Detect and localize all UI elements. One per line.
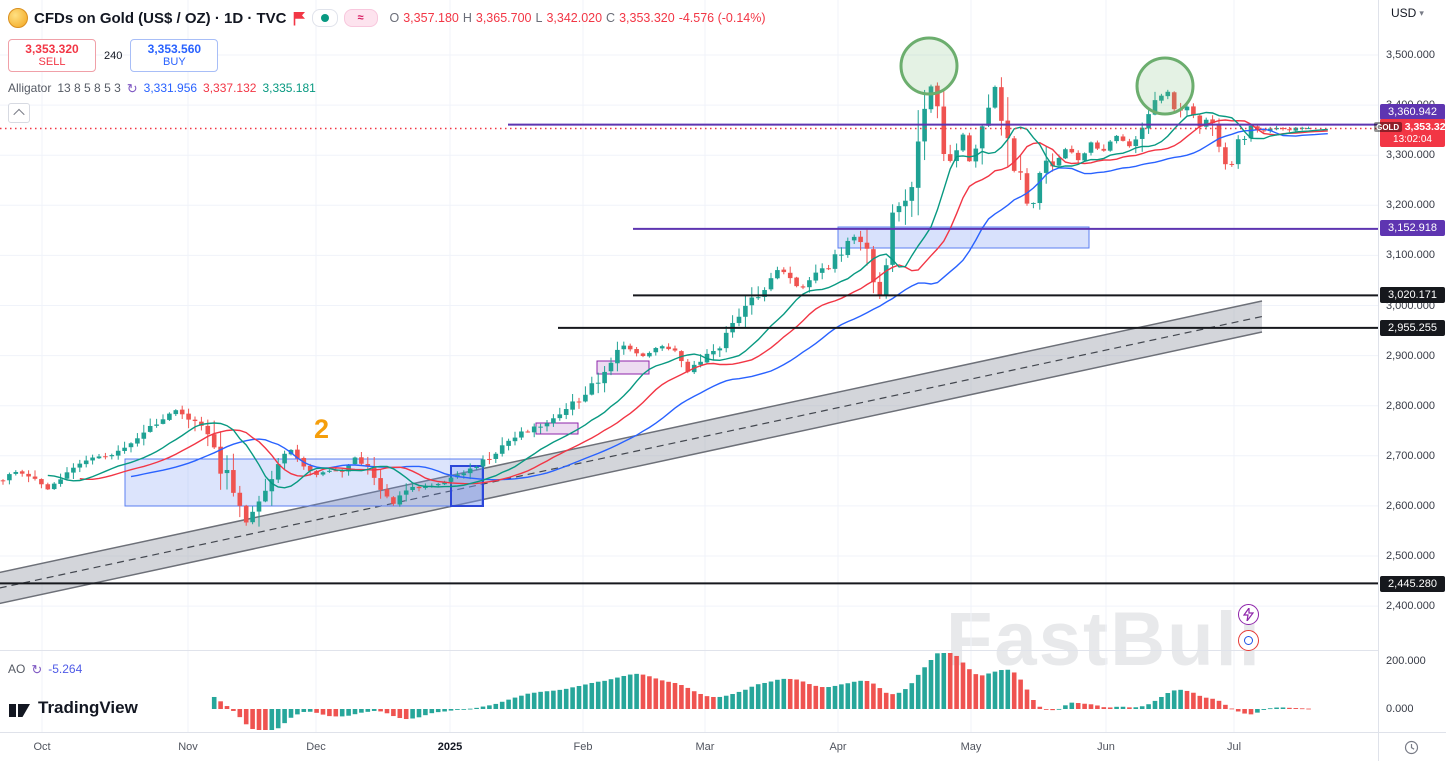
buy-button[interactable]: 3,353.560 BUY: [130, 39, 219, 72]
fastbull-target-icon[interactable]: [1238, 630, 1259, 651]
chart-canvas[interactable]: [0, 0, 1378, 732]
ohlc-values: O 3,357.180 H 3,365.700 L 3,342.020 C 3,353.…: [389, 11, 766, 25]
price-level-badge: 2,445.280: [1380, 576, 1445, 592]
ao-value: -5.264: [48, 662, 83, 676]
target-center-icon: [1244, 636, 1253, 645]
price-level-badge: 2,955.255: [1380, 320, 1445, 336]
time-axis-label: Jun: [1097, 741, 1115, 753]
highlight-circle: [1135, 56, 1195, 116]
price-axis-label: 2,800.000: [1386, 399, 1435, 412]
alligator-name: Alligator: [8, 81, 52, 95]
chevron-up-icon: [13, 108, 25, 121]
alligator-lips-line: [47, 111, 1328, 489]
time-axis-label: Dec: [306, 741, 326, 753]
time-axis-label: May: [960, 741, 982, 753]
gold-coin-icon: [8, 8, 28, 28]
time-axis[interactable]: Oct Nov Dec 2025 Feb Mar Apr May Jun Jul: [0, 732, 1446, 761]
time-axis-label: Oct: [33, 741, 51, 753]
alligator-teeth-value: 3,337.132: [203, 81, 257, 95]
floating-tools: [1238, 604, 1259, 651]
price-axis-label: 2,400.000: [1386, 600, 1435, 613]
price-axis-label: 2,600.000: [1386, 499, 1435, 512]
spread-value: 240: [104, 49, 123, 62]
currency-dropdown[interactable]: USD ▾: [1391, 6, 1424, 20]
symbol-title: CFDs on Gold (US$ / OZ) · 1D · TVC: [34, 9, 287, 27]
legend: CFDs on Gold (US$ / OZ) · 1D · TVC ≈ O 3,…: [8, 6, 766, 123]
alligator-params: 13 8 5 8 5 3: [57, 81, 121, 95]
time-axis-label: Feb: [573, 741, 593, 753]
sync-icon[interactable]: ↻: [31, 661, 43, 677]
ao-histogram: [211, 653, 1311, 730]
time-axis-label: Apr: [829, 741, 847, 753]
teal-dot-icon: [320, 14, 329, 22]
rectangle-zone: [837, 226, 1090, 249]
price-axis-label: 2,700.000: [1386, 449, 1435, 462]
sync-icon[interactable]: ↻: [126, 80, 138, 96]
price-level-badge: 3,152.918: [1380, 220, 1445, 236]
price-axis-label: 2,500.000: [1386, 550, 1435, 562]
bar-countdown: 13:02:04: [1393, 133, 1432, 145]
price-axis-label: 2,900.000: [1386, 349, 1435, 362]
sell-button[interactable]: 3,353.320 SELL: [8, 39, 96, 72]
price-change: -4.576 (-0.14%): [678, 11, 766, 25]
alligator-legend: Alligator 13 8 5 8 5 3 ↻ 3,331.956 3,337…: [8, 81, 766, 95]
ao-legend: AO ↻ -5.264: [8, 662, 82, 676]
indicator-chip-icon[interactable]: [311, 9, 338, 27]
collapse-button[interactable]: [8, 103, 30, 123]
current-price: 3,353.320: [1404, 121, 1446, 133]
alligator-lips-value: 3,335.181: [262, 81, 316, 95]
price-axis-label: 3,200.000: [1386, 199, 1435, 212]
wave-label: 2: [314, 414, 330, 444]
price-axis-label: 3,500.000: [1386, 49, 1435, 61]
flag-icon[interactable]: [293, 11, 306, 26]
highlight-circle: [899, 36, 959, 96]
time-axis-label: Mar: [695, 741, 715, 753]
price-axis-label: 3,100.000: [1386, 249, 1435, 262]
price-axis-label: 3,300.000: [1386, 149, 1435, 162]
ao-axis-label: 200.000: [1386, 655, 1426, 667]
time-axis-label: Nov: [178, 741, 198, 753]
fastbull-watermark: FastBull: [946, 597, 1262, 682]
chart-pane[interactable]: FastBull CFDs on Gold (US$ / OZ) · 1D · …: [0, 0, 1378, 732]
price-axis[interactable]: USD▾ 3,500.0003,400.0003,300.0003,200.00…: [1373, 0, 1446, 732]
time-axis-label: Jul: [1226, 741, 1242, 753]
alligator-jaw-value: 3,331.956: [143, 81, 198, 95]
alligator-teeth-line: [79, 119, 1328, 485]
chevron-down-icon: ▾: [1419, 7, 1424, 18]
symbol-chip: GOLD: [1373, 122, 1402, 132]
trade-panel: 3,353.320 SELL 240 3,353.560 BUY: [8, 39, 766, 72]
timezone-clock-icon[interactable]: [1404, 740, 1419, 760]
wave-indicator-chip-icon[interactable]: ≈: [343, 9, 378, 27]
tradingview-mark-icon: [9, 704, 30, 717]
tradingview-logo[interactable]: TradingView: [8, 696, 138, 720]
ao-axis-label: 0.000: [1386, 703, 1414, 715]
ao-name: AO: [8, 662, 26, 676]
price-level-badge: 3,360.942: [1380, 104, 1445, 120]
price-level-badge: 3,020.171: [1380, 287, 1445, 303]
time-axis-label: 2025: [437, 741, 463, 753]
trend-channel: [0, 300, 1263, 605]
lightning-icon[interactable]: [1238, 604, 1259, 625]
